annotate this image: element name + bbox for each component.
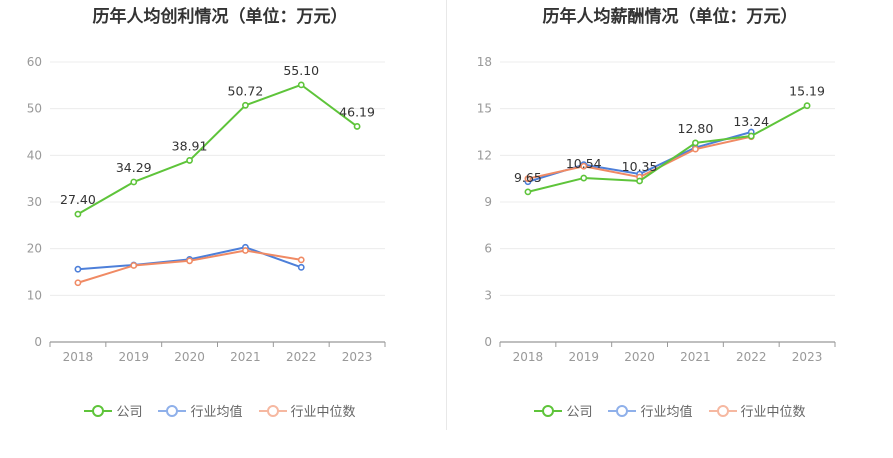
profit-chart-panel: 历年人均创利情况（单位：万元） 0 10 20 30 40 50 60 2018 2019 202… [0, 0, 440, 458]
x-tick-label: 2022 [736, 350, 767, 364]
x-tick-label: 2019 [568, 350, 599, 364]
series-line-company [77, 83, 358, 215]
data-label: 12.80 [678, 121, 714, 136]
y-tick-label: 9 [484, 195, 492, 209]
x-tick-label: 2020 [174, 350, 205, 364]
panel-divider [446, 0, 447, 430]
legend-label: 公司 [116, 405, 143, 420]
y-tick-label: 30 [27, 195, 42, 209]
data-point-industry-median [130, 262, 138, 269]
data-label: 27.40 [60, 192, 96, 207]
data-point-industry-median [580, 162, 588, 170]
legend-item-industry-median[interactable]: 行业中位数 [708, 401, 806, 420]
data-point-industry-median [524, 175, 532, 183]
data-point-company [242, 101, 249, 109]
legend-industry-avg-swatch [158, 404, 187, 418]
x-tick-label: 2021 [680, 350, 711, 364]
legend-company-swatch [534, 404, 563, 418]
data-point-company [130, 178, 138, 186]
profit-chart-plot: 0 10 20 30 40 50 60 2018 2019 2020 2021 2022 2023 27.… [27, 55, 386, 364]
salary-chart-plot: 0 3 6 9 12 15 18 2018 2019 2020 2021 2022 2023 9.65 10… [477, 55, 836, 364]
x-tick-label: 2023 [792, 350, 823, 364]
legend-label: 行业中位数 [740, 405, 806, 420]
legend-label: 行业均值 [640, 405, 693, 420]
x-tick-label: 2019 [118, 350, 149, 364]
data-point-industry-median [242, 247, 249, 254]
data-point-industry-median [74, 279, 82, 287]
chart-legend: 公司 行业均值 行业中位数 [450, 401, 890, 420]
y-tick-label: 40 [27, 148, 42, 162]
y-tick-label: 18 [477, 55, 492, 69]
y-tick-label: 60 [27, 55, 42, 69]
data-point-company [524, 188, 532, 196]
data-label: 46.19 [339, 104, 375, 119]
data-point-company [747, 132, 755, 140]
data-label: 13.24 [733, 114, 769, 129]
salary-chart-panel: 历年人均薪酬情况（单位：万元） 0 3 6 9 12 15 18 2018 2019 2020 20… [450, 0, 890, 458]
y-tick-label: 15 [477, 102, 492, 116]
y-tick-label: 10 [27, 288, 42, 302]
legend-company-swatch [84, 404, 113, 418]
data-point-industry-avg [74, 265, 82, 273]
y-tick-label: 12 [477, 148, 492, 162]
data-label: 50.72 [228, 83, 264, 98]
y-tick-label: 50 [27, 102, 42, 116]
y-tick-label: 0 [34, 335, 42, 349]
y-tick-label: 3 [484, 288, 492, 302]
legend-industry-avg-swatch [608, 404, 637, 418]
chart-title: 历年人均薪酬情况（单位：万元） [542, 7, 798, 27]
data-label: 9.65 [514, 170, 542, 185]
data-point-company [297, 81, 305, 89]
data-point-company [636, 177, 643, 185]
y-tick-label: 20 [27, 242, 42, 256]
data-point-industry-median [692, 145, 699, 153]
series-line-company [527, 104, 808, 193]
legend-item-industry-avg[interactable]: 行业均值 [158, 401, 243, 420]
chart-legend: 公司 行业均值 行业中位数 [0, 401, 440, 420]
y-tick-label: 6 [484, 242, 492, 256]
data-point-company [580, 174, 588, 182]
legend-industry-median-swatch [708, 404, 737, 418]
legend-industry-median-swatch [258, 404, 287, 418]
legend-item-industry-avg[interactable]: 行业均值 [608, 401, 693, 420]
data-point-company [803, 102, 811, 110]
x-tick-label: 2021 [230, 350, 261, 364]
data-label: 34.29 [116, 160, 152, 175]
data-point-industry-median [186, 257, 193, 265]
data-point-company [692, 139, 699, 147]
data-label: 38.91 [172, 138, 208, 153]
legend-label: 行业中位数 [290, 405, 356, 420]
x-tick-label: 2023 [342, 350, 373, 364]
y-tick-label: 0 [484, 335, 492, 349]
x-tick-label: 2018 [63, 350, 94, 364]
data-label: 55.10 [283, 63, 319, 78]
legend-label: 行业均值 [190, 405, 243, 420]
legend-item-company[interactable]: 公司 [534, 401, 592, 420]
data-point-company [186, 157, 193, 164]
data-label: 10.35 [622, 159, 658, 174]
x-tick-label: 2022 [286, 350, 317, 364]
legend-item-company[interactable]: 公司 [84, 401, 142, 420]
data-label: 15.19 [789, 84, 825, 99]
x-tick-label: 2020 [624, 350, 655, 364]
data-point-company [353, 123, 361, 130]
data-point-industry-median [297, 256, 305, 264]
data-label: 10.54 [566, 156, 602, 171]
data-point-company [74, 210, 82, 218]
legend-label: 公司 [566, 405, 593, 420]
chart-title: 历年人均创利情况（单位：万元） [92, 7, 348, 27]
legend-item-industry-median[interactable]: 行业中位数 [258, 401, 356, 420]
x-tick-label: 2018 [513, 350, 544, 364]
data-point-industry-avg [297, 263, 305, 271]
